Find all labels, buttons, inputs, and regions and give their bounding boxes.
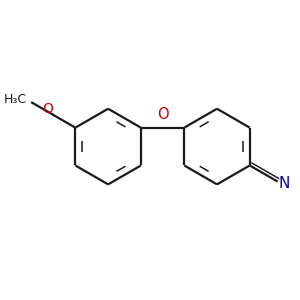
Text: O: O (157, 107, 168, 122)
Text: N: N (278, 176, 290, 191)
Text: O: O (42, 102, 53, 116)
Text: H₃C: H₃C (4, 93, 27, 106)
